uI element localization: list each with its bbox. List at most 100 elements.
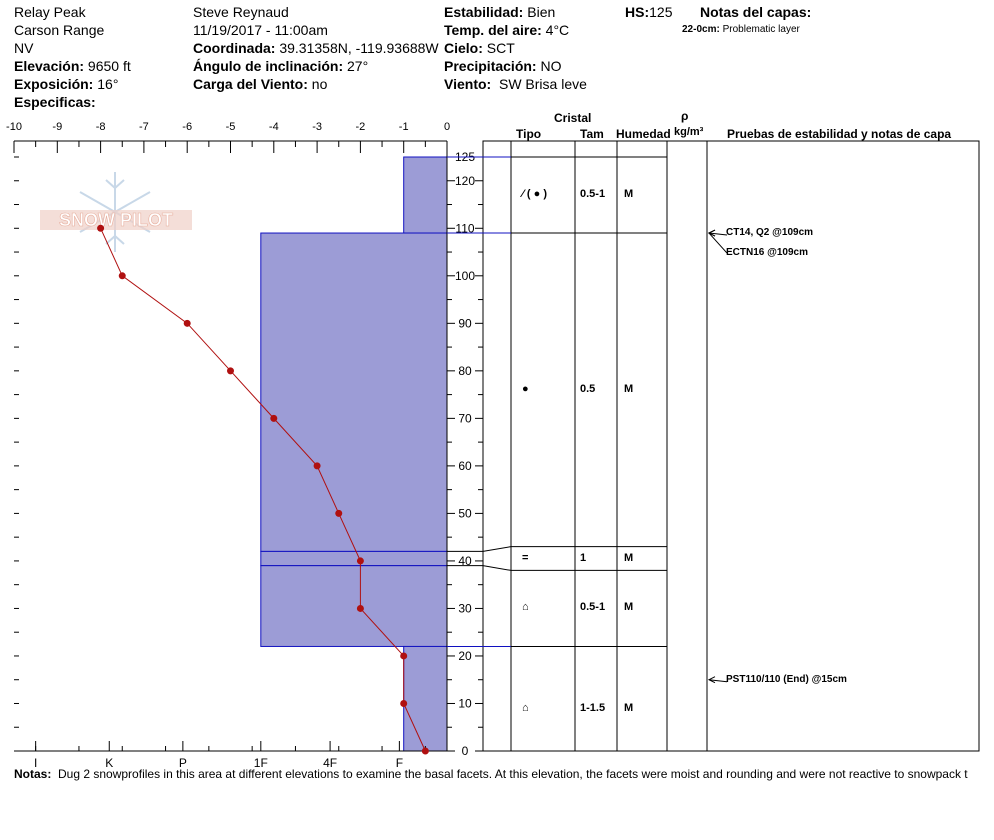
crystal-size: 0.5 — [580, 382, 596, 395]
temperature-point — [356, 557, 364, 565]
header-cristal: Cristal — [554, 111, 592, 125]
temperature-point — [97, 224, 105, 232]
height-tick-label: 50 — [458, 506, 472, 520]
location: Relay Peak — [14, 4, 86, 20]
exposure: Exposición: 16° — [14, 76, 119, 92]
test-pointer — [708, 232, 728, 236]
layer-notes-label: Notas del capas: — [700, 4, 812, 20]
temp-tick-label: -5 — [226, 121, 236, 133]
stability-test: ECTN16 @109cm — [726, 247, 809, 259]
crystal-type: ⌂ — [522, 601, 529, 614]
moisture: M — [624, 701, 634, 714]
height-tick-label: 30 — [458, 601, 472, 615]
height-tick-label: 70 — [458, 411, 472, 425]
layer-table-frame — [482, 140, 980, 752]
height-tick-label: 110 — [455, 221, 474, 235]
coordinate: Coordinada: 39.31358N, -119.93688W — [193, 40, 439, 56]
specifics-label: Especificas: — [14, 94, 96, 110]
header-humedad: Humedad — [616, 127, 671, 141]
height-tick-label: 100 — [455, 269, 475, 283]
height-tick-label: 0 — [462, 744, 469, 758]
temp-tick-label: -4 — [269, 121, 279, 133]
hardness-tick-label: 1F — [254, 756, 268, 770]
crystal-size: 1-1.5 — [580, 701, 606, 714]
crystal-size: 0.5-1 — [580, 188, 606, 201]
hardness-tick-label: 4F — [323, 756, 337, 770]
moisture: M — [624, 601, 634, 614]
state: NV — [14, 40, 34, 56]
slope-angle: Ángulo de inclinación: 27° — [193, 58, 369, 74]
temperature-point — [183, 319, 191, 327]
crystal-size: 1 — [580, 551, 587, 564]
temp-tick-label: -6 — [182, 121, 192, 133]
hs: HS:125 — [625, 4, 673, 20]
crystal-type: ⁄ ( ● ) — [522, 188, 547, 201]
hardness-bar — [403, 645, 448, 752]
temperature-line — [100, 228, 426, 752]
crystal-type: ⌂ — [522, 701, 529, 714]
layer-connector — [447, 546, 512, 552]
crystal-size: 0.5-1 — [580, 601, 606, 614]
temp-tick-label: -8 — [96, 121, 106, 133]
logo-band — [40, 210, 192, 230]
sky: Cielo: SCT — [444, 40, 515, 56]
precipitation: Precipitación: NO — [444, 58, 562, 74]
moisture: M — [624, 382, 634, 395]
snowpilot-logo: SNOW PILOT — [40, 172, 192, 252]
test-arrowhead — [707, 229, 716, 237]
crystal-type: ● — [522, 382, 529, 395]
height-tick-label: 80 — [458, 364, 472, 378]
hardness-bar — [260, 232, 448, 552]
height-tick-label: 40 — [458, 554, 472, 568]
temp-tick-label: -2 — [356, 121, 366, 133]
hardness-tick-label: K — [105, 756, 113, 770]
temp-tick-label: -9 — [52, 121, 62, 133]
datetime: 11/19/2017 - 11:00am — [193, 22, 328, 38]
temperature-point — [313, 462, 321, 470]
observer: Steve Reynaud — [193, 4, 289, 20]
layer-note: 22-0cm: Problematic layer — [682, 24, 800, 35]
height-tick-label: 90 — [458, 316, 472, 330]
range: Carson Range — [14, 22, 105, 38]
temp-tick-label: -3 — [312, 121, 322, 133]
hardness-bar — [403, 156, 448, 234]
temperature-point — [356, 604, 364, 612]
wind-load: Carga del Viento: no — [193, 76, 328, 92]
layer-connector — [447, 565, 512, 571]
temperature-point — [335, 509, 343, 517]
temperature-point — [118, 272, 126, 280]
height-tick-label: 120 — [455, 174, 475, 188]
moisture: M — [624, 551, 634, 564]
stability: Estabilidad: Bien — [444, 4, 556, 20]
height-tick-label: 10 — [458, 696, 472, 710]
header-density-unit: kg/m³ — [674, 126, 704, 138]
notes: Notas: Dug 2 snowprofiles in this area a… — [14, 767, 968, 781]
hardness-tick-label: F — [396, 756, 403, 770]
hardness-bar — [260, 550, 448, 567]
temperature-point — [227, 367, 234, 375]
header-tests: Pruebas de estabilidad y notas de capa — [727, 127, 952, 141]
temperature-point — [270, 414, 278, 422]
temperature-point — [421, 747, 429, 755]
logo-text: SNOW PILOT — [59, 210, 173, 230]
height-tick-label: 20 — [458, 649, 472, 663]
test-pointer — [708, 232, 728, 254]
test-arrowhead — [707, 676, 716, 684]
temp-tick-label: 0 — [444, 121, 450, 133]
stability-test: CT14, Q2 @109cm — [726, 227, 814, 239]
moisture: M — [624, 188, 634, 201]
temperature-point — [400, 652, 408, 660]
temperature-point — [400, 699, 408, 707]
header-tipo: Tipo — [516, 127, 542, 141]
stability-test: PST110/110 (End) @15cm — [726, 673, 847, 685]
header-tam: Tam — [580, 127, 604, 141]
hardness-tick-label: P — [179, 756, 187, 770]
temp-tick-label: -10 — [6, 121, 22, 133]
test-pointer — [708, 679, 728, 683]
elevation: Elevación: 9650 ft — [14, 58, 131, 74]
air-temp: Temp. del aire: 4°C — [444, 22, 570, 38]
hardness-tick-label: I — [34, 756, 37, 770]
temp-tick-label: -1 — [399, 121, 409, 133]
hardness-bar — [260, 565, 448, 647]
